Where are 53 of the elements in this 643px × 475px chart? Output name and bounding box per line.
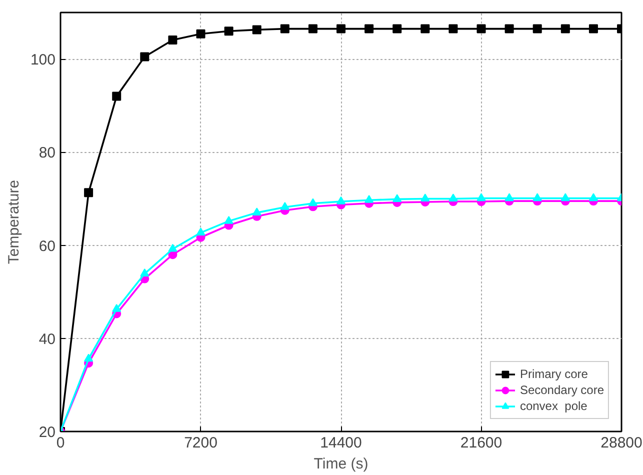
point bbox=[392, 194, 402, 202]
point bbox=[308, 24, 318, 34]
point bbox=[588, 24, 598, 34]
point bbox=[112, 304, 122, 312]
point bbox=[84, 188, 94, 198]
y-tick-label: 20 bbox=[38, 424, 56, 441]
y-tick-label: 40 bbox=[38, 330, 56, 348]
point bbox=[560, 193, 570, 202]
point bbox=[336, 24, 346, 34]
x-tick-label: 28800 bbox=[600, 434, 642, 452]
point bbox=[364, 195, 374, 203]
point bbox=[168, 35, 178, 44]
point bbox=[280, 24, 290, 34]
legend-label: convex pole bbox=[520, 398, 588, 414]
x-tick-label: 14400 bbox=[320, 434, 362, 452]
y-axis-title: Temperature bbox=[5, 180, 22, 264]
x-tick-label: 21600 bbox=[460, 434, 502, 452]
x-axis-title: Time (s) bbox=[314, 456, 368, 472]
point bbox=[532, 193, 542, 202]
point bbox=[476, 24, 486, 34]
point bbox=[504, 193, 514, 202]
point bbox=[392, 24, 402, 34]
point bbox=[504, 24, 514, 34]
point bbox=[84, 354, 94, 362]
point bbox=[476, 193, 486, 202]
point bbox=[280, 202, 290, 210]
point bbox=[252, 208, 262, 216]
point bbox=[308, 198, 318, 206]
point bbox=[588, 193, 598, 202]
point bbox=[420, 24, 430, 34]
point bbox=[224, 26, 234, 36]
point bbox=[532, 24, 542, 34]
legend-label: Secondary core bbox=[520, 382, 604, 398]
point bbox=[112, 92, 122, 101]
point bbox=[168, 244, 178, 252]
point bbox=[364, 24, 374, 34]
point bbox=[196, 29, 206, 38]
point bbox=[196, 228, 206, 236]
point bbox=[252, 25, 262, 34]
y-tick-label: 100 bbox=[30, 52, 56, 69]
point bbox=[336, 196, 346, 204]
point bbox=[140, 52, 150, 62]
point bbox=[560, 24, 570, 34]
point bbox=[420, 194, 430, 202]
point bbox=[448, 24, 458, 34]
y-tick-label: 80 bbox=[38, 144, 56, 162]
x-tick-label: 7200 bbox=[184, 434, 218, 452]
y-tick-label: 60 bbox=[38, 238, 56, 255]
legend-label: Primary core bbox=[520, 366, 588, 382]
x-tick-label: 0 bbox=[56, 434, 65, 452]
point bbox=[140, 268, 150, 276]
point bbox=[448, 194, 458, 202]
point bbox=[224, 216, 234, 224]
